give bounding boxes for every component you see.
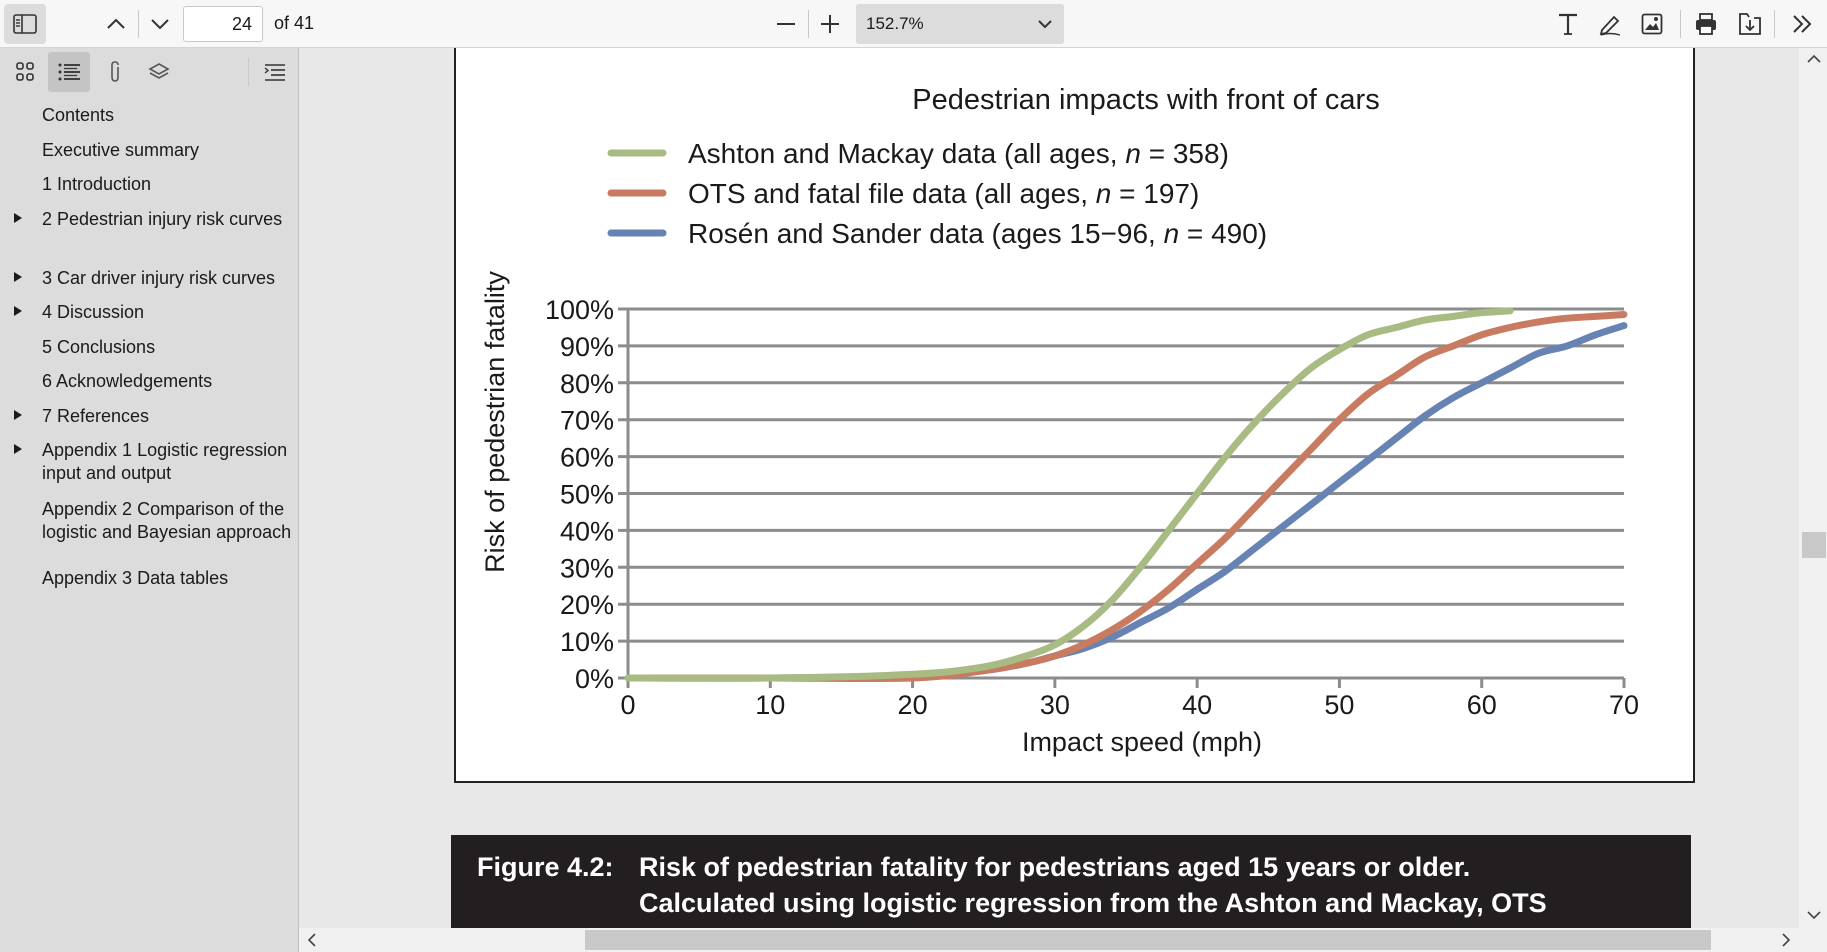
x-tick-label: 70: [1609, 690, 1639, 720]
draw-icon[interactable]: [1590, 4, 1630, 44]
zoom-in-icon[interactable]: [810, 4, 850, 44]
outline-item-label: 1 Introduction: [42, 174, 152, 194]
figure-frame: 0% 10% 20% 30% 40% 50% 60% 70% 80% 90% 100% 0 10 20 30…: [454, 48, 1695, 783]
expand-triangle-icon[interactable]: [14, 272, 22, 282]
legend-text-prefix: Ashton and Mackay data (all ages,: [688, 138, 1125, 169]
legend-entry: OTS and fatal file data (all ages, n = 1…: [688, 178, 1199, 209]
legend-entry: Rosén and Sander data (ages 15−96, n = 4…: [688, 218, 1267, 249]
x-tick-label: 20: [898, 690, 928, 720]
outline-item-label: 5 Conclusions: [42, 337, 156, 357]
sidebar-tabs: [0, 48, 299, 96]
y-tick-label: 0%: [575, 664, 614, 694]
scroll-down-icon[interactable]: [1807, 910, 1821, 920]
attachments-icon[interactable]: [94, 52, 136, 92]
x-tick-label: 40: [1182, 690, 1212, 720]
layers-icon[interactable]: [138, 52, 180, 92]
x-tick-label: 0: [620, 690, 635, 720]
x-tick-label: 60: [1467, 690, 1497, 720]
outline-icon[interactable]: [48, 52, 90, 92]
outline-item-label: 2 Pedestrian injury risk curves: [42, 209, 283, 229]
risk-chart: 0% 10% 20% 30% 40% 50% 60% 70% 80% 90% 100% 0 10 20 30…: [480, 84, 1639, 757]
text-icon[interactable]: [1548, 4, 1588, 44]
x-tick-label: 10: [755, 690, 785, 720]
legend-n-symbol: n: [1125, 138, 1141, 169]
outline-item-label: Executive summary: [42, 140, 200, 160]
caption-label: Figure 4.2:: [477, 852, 614, 882]
toolbar: of 41 152.7%: [0, 0, 1827, 48]
document-viewport[interactable]: 0% 10% 20% 30% 40% 50% 60% 70% 80% 90% 100% 0 10 20 30…: [299, 48, 1799, 928]
outline-item-label: 4 Discussion: [42, 302, 145, 322]
vertical-scrollbar-thumb[interactable]: [1802, 532, 1826, 558]
outline-item-label: 6 Acknowledgements: [42, 371, 213, 391]
caption-line-2: Calculated using logistic regression fro…: [639, 888, 1547, 918]
print-icon[interactable]: [1686, 4, 1726, 44]
sidebar-toggle-icon[interactable]: [4, 4, 46, 44]
zoom-value: 152.7%: [866, 14, 924, 33]
expand-triangle-icon[interactable]: [14, 444, 22, 454]
page-number-input[interactable]: [183, 6, 263, 42]
expand-triangle-icon[interactable]: [14, 306, 22, 316]
outline-options-icon[interactable]: [254, 52, 296, 92]
vertical-scrollbar[interactable]: [1799, 48, 1827, 928]
x-tick-label: 30: [1040, 690, 1070, 720]
legend-text-prefix: Rosén and Sander data (ages 15−96,: [688, 218, 1164, 249]
series-line-2: [638, 311, 1628, 683]
chevron-down-icon: [1038, 16, 1052, 34]
thumbnails-icon[interactable]: [4, 52, 46, 92]
y-tick-label: 50%: [560, 480, 614, 510]
series-line-1: [624, 307, 1514, 682]
y-axis-label: Risk of pedestrian fatality: [480, 271, 510, 573]
save-icon[interactable]: [1730, 4, 1770, 44]
outline-item-label: 3 Car driver injury risk curves: [42, 268, 276, 288]
outline-item-label: Appendix 2 Comparison of the logistic an…: [42, 499, 292, 542]
legend-entry: Ashton and Mackay data (all ages, n = 35…: [688, 138, 1229, 169]
page-total: of 41: [274, 13, 315, 33]
zoom-select[interactable]: 152.7%: [856, 4, 1064, 44]
image-icon[interactable]: [1632, 4, 1672, 44]
chevron-down-icon[interactable]: [140, 4, 180, 44]
y-tick-label: 10%: [560, 627, 614, 657]
y-tick-label: 70%: [560, 406, 614, 436]
scroll-left-icon[interactable]: [307, 933, 317, 947]
sidebar: Contents Executive summary 1 Introduction 2…: [0, 48, 299, 952]
legend-n-symbol: n: [1164, 218, 1180, 249]
y-tick-label: 80%: [560, 369, 614, 399]
caption-line-1: Risk of pedestrian fatality for pedestri…: [639, 852, 1471, 882]
x-axis-label: Impact speed (mph): [1022, 727, 1262, 757]
y-tick-label: 30%: [560, 553, 614, 583]
y-tick-label: 90%: [560, 332, 614, 362]
chart-title: Pedestrian impacts with front of cars: [912, 84, 1379, 116]
y-tick-label: 20%: [560, 590, 614, 620]
legend-text-suffix: = 490): [1179, 218, 1267, 249]
legend-text-suffix: = 197): [1111, 178, 1199, 209]
legend-n-symbol: n: [1096, 178, 1112, 209]
more-tools-icon[interactable]: [1782, 4, 1822, 44]
outline-item-label: Contents: [42, 105, 115, 125]
toolbar-divider: [1774, 10, 1775, 38]
toolbar-divider: [1680, 10, 1681, 38]
scroll-right-icon[interactable]: [1781, 933, 1791, 947]
legend-text-prefix: OTS and fatal file data (all ages,: [688, 178, 1096, 209]
legend-text-suffix: = 358): [1141, 138, 1229, 169]
outline-item-label: 7 References: [42, 406, 150, 426]
scroll-up-icon[interactable]: [1807, 54, 1821, 64]
expand-triangle-icon[interactable]: [14, 213, 22, 223]
chevron-up-icon[interactable]: [96, 4, 136, 44]
x-tick-label: 50: [1324, 690, 1354, 720]
y-tick-label: 60%: [560, 443, 614, 473]
expand-triangle-icon[interactable]: [14, 410, 22, 420]
toolbar-divider: [138, 10, 139, 38]
sidebar-divider: [248, 58, 249, 86]
series-line-3: [638, 322, 1628, 682]
y-tick-label: 100%: [545, 295, 614, 325]
figure-caption: Figure 4.2: Risk of pedestrian fatality …: [451, 835, 1691, 928]
y-tick-label: 40%: [560, 516, 614, 546]
outline-item-label: Appendix 3 Data tables: [42, 568, 229, 588]
zoom-out-icon[interactable]: [766, 4, 806, 44]
horizontal-scrollbar-thumb[interactable]: [585, 930, 1711, 950]
outline-item-label: Appendix 1 Logistic regression input and…: [42, 440, 288, 483]
horizontal-scrollbar[interactable]: [299, 928, 1827, 952]
toolbar-divider: [808, 10, 809, 38]
